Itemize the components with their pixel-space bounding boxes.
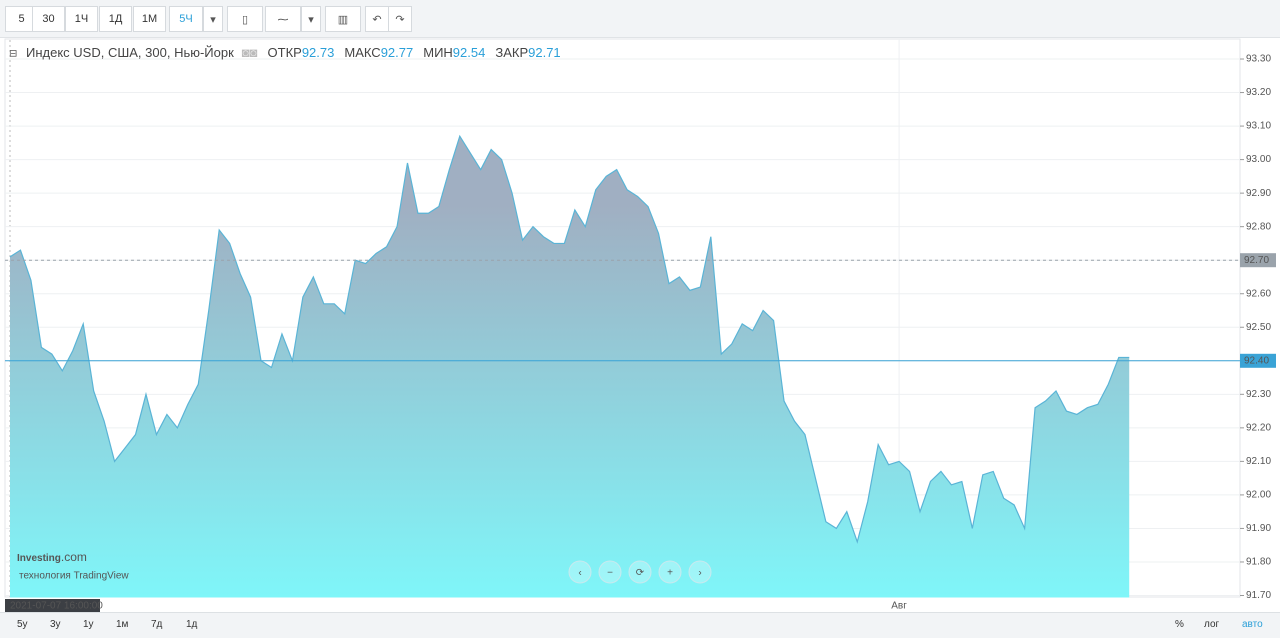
y-tick-label: 93.10 [1246,121,1271,132]
tool-icon[interactable]: ↷ [388,6,412,32]
price-tag [1240,353,1276,368]
scale-option[interactable]: лог [1204,619,1220,630]
watermark-brand: Investing [17,553,61,564]
legend-field-label: МИН [423,45,453,60]
bottom-bar: 5у 3у 1у 1м 7д 1д% лог авто [0,612,1280,638]
interval-button[interactable]: 1Ч [65,6,98,32]
tool-icon[interactable]: ▾ [203,6,223,32]
legend-field-label: ОТКР [268,45,302,60]
tool-icon[interactable]: ▯ [227,6,263,32]
legend-field-label: ЗАКР [495,45,528,60]
range-button[interactable]: 5у [17,619,28,630]
area [10,136,1130,598]
y-tick-label: 92.80 [1246,221,1271,232]
interval-button[interactable]: 5Ч [169,6,203,32]
range-button[interactable]: 1д [186,619,198,630]
price-tag-label: 92.70 [1244,255,1269,266]
tool-icon[interactable]: ↶ [365,6,389,32]
scale-option[interactable]: авто [1242,619,1263,630]
interval-button[interactable]: 1М [133,6,166,32]
y-tick-label: 92.30 [1246,389,1271,400]
legend-field-label: МАКС [344,45,380,60]
range-button[interactable]: 1м [116,619,129,630]
tool-icon[interactable]: ▾ [301,6,321,32]
legend-field-value: 92.73 [302,45,335,60]
y-tick-label: 92.60 [1246,288,1271,299]
toolbar: 5 30 1Ч 1Д 1М 5Ч ▾ ▯ ⁓ ▾ ▥ ↶ ↷ [0,0,1280,38]
y-tick-label: 92.90 [1246,188,1271,199]
y-tick-label: 91.80 [1246,557,1271,568]
legend-collapse: ⊟ [9,49,17,60]
legend-field-value: 92.71 [528,45,561,60]
y-tick-label: 93.20 [1246,87,1271,98]
range-button[interactable]: 3у [50,619,61,630]
legend-field-value: 92.77 [381,45,414,60]
chart: 91.70 91.80 91.90 92.00 92.10 92.20 92.30 92.40… [4,38,1276,612]
y-tick-label: 92.50 [1246,322,1271,333]
tool-icon[interactable]: ⁓ [265,6,301,32]
y-tick-label: 92.00 [1246,490,1271,501]
legend-symbol: Индекс USD, США, 300, Нью-Йорк [26,45,234,60]
legend-icons: ◙◙ [242,45,258,60]
tool-icon[interactable]: ▥ [325,6,361,32]
nav-button[interactable] [688,560,712,584]
nav-icon: ‹ [578,568,581,579]
crosshair-tag [5,599,100,612]
y-tick-label: 92.20 [1246,422,1271,433]
x-tick-label: Авг [891,601,907,612]
nav-icon: ⟳ [636,568,645,579]
nav-button[interactable] [658,560,682,584]
crosshair-label: 2021-07-07 16:00:00 [10,601,103,612]
line [9,134,1130,544]
range-button[interactable]: 1у [83,619,94,630]
nav-icon: − [607,568,613,579]
range-button[interactable]: 7д [151,619,163,630]
price-tag-label: 92.40 [1244,355,1269,366]
price-tag [1240,253,1276,268]
nav-button[interactable] [568,560,592,584]
nav-button[interactable] [598,560,622,584]
legend-field-value: 92.54 [453,45,486,60]
nav-icon: › [698,568,701,579]
interval-button[interactable]: 1Д [99,6,132,32]
y-tick-label: 92.10 [1246,456,1271,467]
legend: Индекс USD, США, 300, Нью-Йорк ◙◙ ОТКР92.7… [26,45,561,60]
y-tick-label: 91.70 [1246,590,1271,601]
nav-icon: + [667,568,673,579]
y-tick-label: 93.00 [1246,154,1271,165]
nav-button[interactable] [628,560,652,584]
interval-button[interactable]: 30 [32,6,65,32]
scale-option[interactable]: % [1175,619,1184,630]
y-tick-label: 91.90 [1246,523,1271,534]
watermark-suffix: .com [61,550,87,564]
watermark-tagline: технология TradingView [19,571,129,582]
watermark: Investing.com [17,550,87,564]
y-tick-label: 93.30 [1246,54,1271,65]
